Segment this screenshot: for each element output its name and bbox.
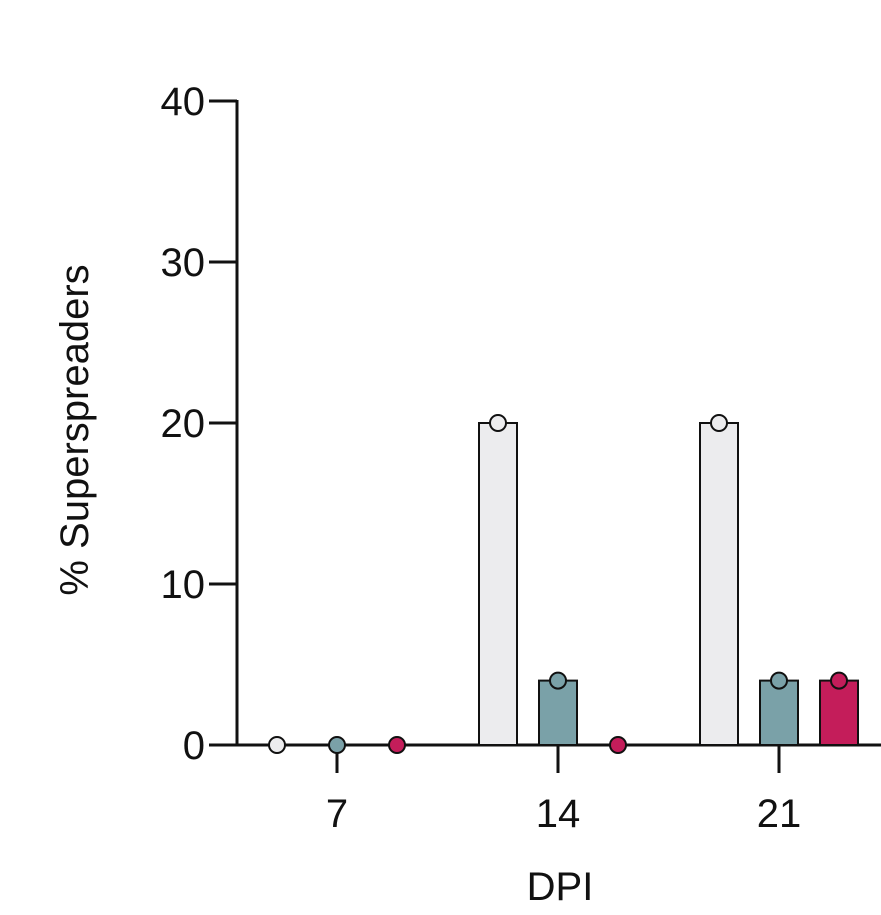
x-tick-label: 21 — [757, 792, 802, 836]
x-tick-label: 14 — [536, 792, 581, 836]
x-axis-title: DPI — [527, 865, 594, 909]
y-tick-label: 20 — [161, 402, 206, 446]
bars — [478, 422, 859, 746]
point-series-1-14 — [489, 414, 507, 432]
bar-series-1-21 — [699, 422, 739, 746]
point-series-2-7 — [328, 736, 346, 754]
point-series-1-7 — [268, 736, 286, 754]
point-series-3-7 — [388, 736, 406, 754]
bar-series-2-21 — [759, 679, 799, 746]
point-series-2-14 — [549, 671, 567, 690]
point-series-2-21 — [770, 671, 788, 690]
bar-series-1-14 — [478, 422, 518, 746]
y-axis: 0 10 20 30 40 — [161, 80, 239, 768]
data-points — [268, 414, 848, 754]
y-tick-label: 30 — [161, 241, 206, 285]
y-tick-label: 0 — [183, 724, 205, 768]
point-series-3-14 — [609, 736, 627, 754]
y-axis-title: % Superspreaders — [53, 264, 97, 595]
x-axis: 7 14 21 — [236, 743, 881, 836]
y-tick-label: 40 — [161, 80, 206, 124]
x-tick-label: 7 — [326, 792, 348, 836]
y-tick-label: 10 — [161, 563, 206, 607]
bar-series-3-21 — [819, 679, 859, 746]
point-series-1-21 — [710, 414, 728, 432]
point-series-3-21 — [830, 671, 848, 690]
bar-series-2-14 — [538, 679, 578, 746]
